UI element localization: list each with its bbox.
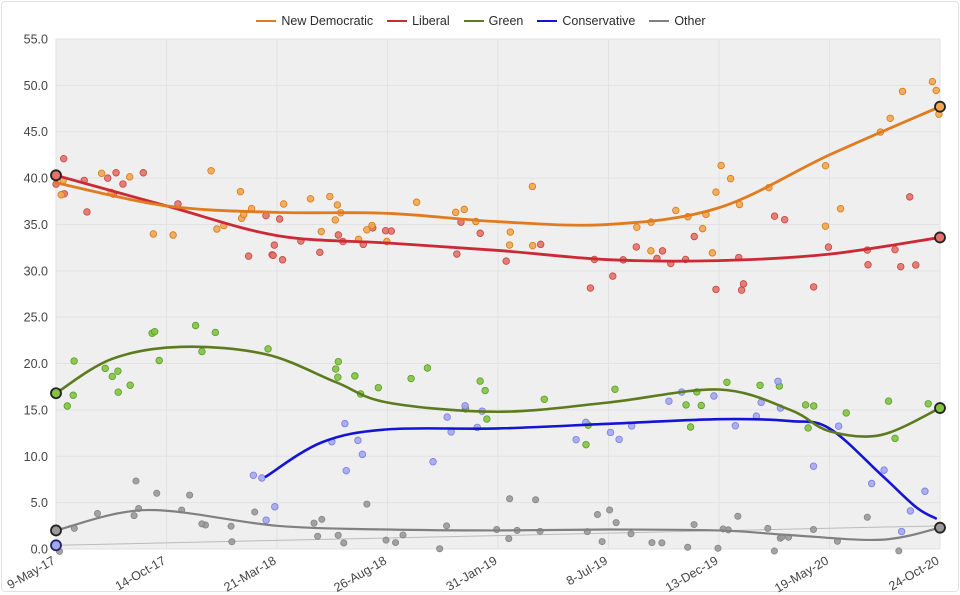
svg-text:55.0: 55.0	[24, 33, 48, 47]
svg-text:10.0: 10.0	[24, 450, 48, 464]
svg-text:15.0: 15.0	[24, 403, 48, 417]
svg-text:40.0: 40.0	[24, 172, 48, 186]
svg-text:24-Oct-20: 24-Oct-20	[886, 553, 941, 593]
svg-text:9-May-17: 9-May-17	[5, 553, 58, 592]
svg-text:19-May-20: 19-May-20	[772, 553, 831, 595]
svg-text:21-Mar-18: 21-Mar-18	[222, 553, 279, 594]
svg-text:14-Oct-17: 14-Oct-17	[113, 553, 168, 593]
svg-text:30.0: 30.0	[24, 264, 48, 278]
svg-text:31-Jan-19: 31-Jan-19	[444, 553, 500, 593]
svg-text:5.0: 5.0	[31, 496, 48, 510]
svg-text:13-Dec-19: 13-Dec-19	[663, 553, 721, 594]
svg-text:8-Jul-19: 8-Jul-19	[564, 553, 610, 588]
svg-text:35.0: 35.0	[24, 218, 48, 232]
svg-text:26-Aug-18: 26-Aug-18	[331, 553, 389, 594]
svg-text:45.0: 45.0	[24, 125, 48, 139]
svg-text:50.0: 50.0	[24, 79, 48, 93]
svg-text:20.0: 20.0	[24, 357, 48, 371]
svg-text:25.0: 25.0	[24, 311, 48, 325]
svg-text:0.0: 0.0	[31, 543, 48, 557]
